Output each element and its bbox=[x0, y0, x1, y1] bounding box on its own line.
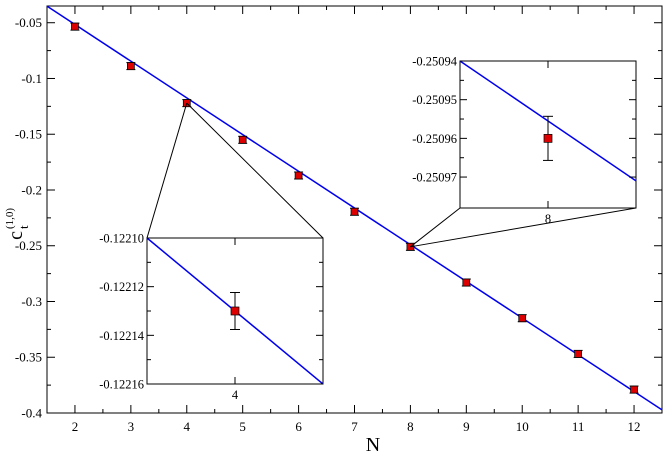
x-axis-title: N bbox=[366, 434, 380, 456]
inset-left-axes: 4 -0.12210 -0.12212 -0.12214 -0.12216 bbox=[99, 232, 323, 402]
main-plot-axes: 2 3 4 5 6 7 8 9 10 11 12 -0.05 -0.1 -0.15 -0.2 -0.25 -0.… bbox=[15, 6, 662, 434]
inset-right-axes: 8 -0.25094 -0.25095 -0.25096 -0.25097 bbox=[412, 55, 636, 226]
y-tick-label: -0.3 bbox=[21, 294, 42, 309]
data-point bbox=[630, 385, 638, 394]
y-axis-title: c t (1,0) bbox=[4, 208, 31, 240]
data-point bbox=[462, 278, 471, 287]
x-tick-label: 3 bbox=[128, 419, 135, 434]
y-axis-title-superscript: (1,0) bbox=[4, 208, 16, 229]
inset-left-y-tick-label: -0.12214 bbox=[99, 329, 145, 343]
y-axis-title-main: c bbox=[5, 231, 27, 240]
x-tick-label: 8 bbox=[407, 419, 414, 434]
data-point bbox=[71, 22, 79, 31]
inset-left-y-tick-label: -0.12216 bbox=[99, 378, 144, 392]
inset-left: 4 -0.12210 -0.12212 -0.12214 -0.12216 bbox=[99, 232, 324, 402]
inset-right-y-tick-label: -0.25094 bbox=[412, 55, 458, 69]
inset-left-data-point bbox=[230, 306, 240, 316]
zoom-connector-lines bbox=[146, 102, 637, 248]
zoom-line-left-b bbox=[186, 102, 324, 239]
x-tick-label: 4 bbox=[184, 419, 191, 434]
data-point bbox=[350, 207, 359, 216]
x-tick-label: 10 bbox=[516, 419, 529, 434]
data-point bbox=[518, 314, 527, 323]
y-tick-label: -0.2 bbox=[21, 182, 42, 197]
x-tick-label: 7 bbox=[351, 419, 358, 434]
zoom-line-right-b bbox=[410, 207, 637, 248]
x-tick-label: 11 bbox=[572, 419, 585, 434]
x-tick-label: 5 bbox=[239, 419, 246, 434]
y-tick-label: -0.15 bbox=[15, 127, 42, 142]
inset-right-y-tick-label: -0.25096 bbox=[412, 132, 457, 146]
inset-right-y-tick-label: -0.25095 bbox=[412, 93, 457, 107]
inset-left-y-tick-label: -0.12210 bbox=[99, 232, 144, 246]
x-tick-label: 2 bbox=[72, 419, 79, 434]
inset-right-content bbox=[459, 60, 637, 182]
inset-right-data-point bbox=[543, 134, 553, 143]
data-point bbox=[574, 350, 582, 358]
inset-left-y-tick-label: -0.12212 bbox=[99, 280, 144, 294]
inset-left-content bbox=[146, 237, 324, 385]
zoom-line-right-a bbox=[410, 207, 461, 248]
x-tick-label: 6 bbox=[295, 419, 302, 434]
x-tick-label: 12 bbox=[628, 419, 641, 434]
y-axis-title-subscript: t bbox=[16, 225, 31, 229]
y-tick-label: -0.35 bbox=[15, 350, 42, 365]
y-tick-label: -0.25 bbox=[15, 238, 42, 253]
data-point bbox=[127, 62, 135, 70]
zoom-line-left-a bbox=[146, 102, 188, 239]
y-tick-label: -0.05 bbox=[15, 15, 42, 30]
y-tick-label: -0.1 bbox=[21, 71, 42, 86]
y-tick-label: -0.4 bbox=[21, 406, 42, 421]
inset-right-y-tick-label: -0.25097 bbox=[412, 171, 457, 185]
x-tick-label: 9 bbox=[463, 419, 470, 434]
data-point bbox=[294, 171, 303, 180]
inset-left-x-tick-label: 4 bbox=[232, 388, 239, 402]
inset-right: 8 -0.25094 -0.25095 -0.25096 -0.25097 bbox=[412, 55, 637, 226]
data-point bbox=[238, 135, 247, 144]
inset-right-x-tick-label: 8 bbox=[545, 212, 551, 226]
